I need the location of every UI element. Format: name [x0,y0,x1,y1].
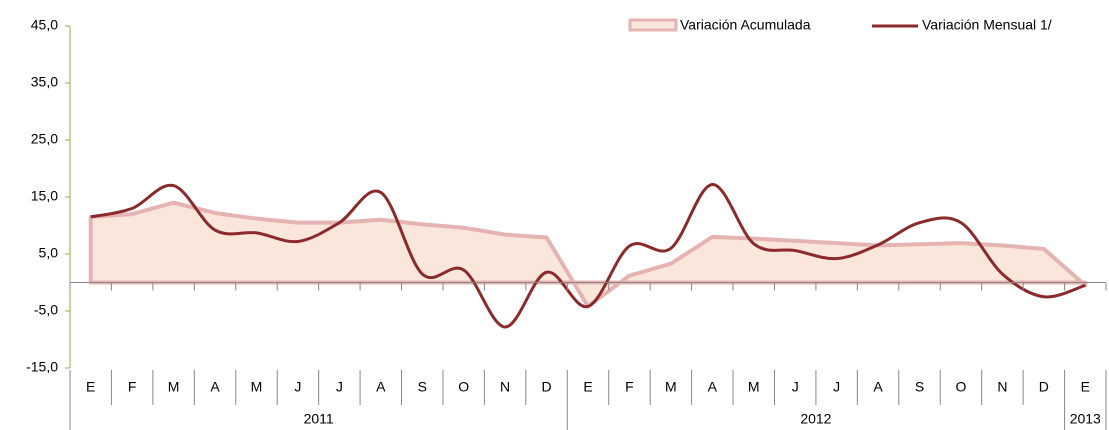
y-tick-label: 5,0 [39,245,59,261]
legend-swatch [628,18,678,32]
x-tick-label: O [458,379,469,395]
x-tick-label: M [748,379,760,395]
x-tick-label: A [708,379,718,395]
x-tick-label: A [210,379,220,395]
x-tick-label: F [625,379,634,395]
y-tick-label: 35,0 [31,74,58,90]
y-tick-label: 15,0 [31,188,58,204]
x-tick-label: J [792,379,799,395]
x-tick-label: E [583,379,592,395]
y-tick-label: -15,0 [26,359,58,375]
x-tick-label: F [128,379,137,395]
x-tick-label: J [336,379,343,395]
y-tick-label: 25,0 [31,131,58,147]
x-tick-label: M [665,379,677,395]
legend-label: Variación Mensual 1/ [922,17,1052,33]
x-tick-label: N [997,379,1007,395]
x-tick-label: A [376,379,386,395]
year-label: 2012 [800,411,831,427]
year-label: 2013 [1070,411,1101,427]
y-tick-label: 45,0 [31,17,58,33]
x-tick-label: O [956,379,967,395]
x-tick-label: D [541,379,551,395]
x-tick-label: M [168,379,180,395]
line [90,182,1086,329]
year-label: 2011 [304,411,334,427]
x-tick-label: E [1081,379,1090,395]
x-tick-label: E [86,379,95,395]
x-tick-label: D [1039,379,1049,395]
x-tick-label: S [915,379,924,395]
x-tick-label: J [294,379,301,395]
x-tick-label: S [418,379,427,395]
x-tick-label: M [251,379,263,395]
x-tick-label: A [873,379,883,395]
x-tick-label: J [833,379,840,395]
legend-label: Variación Acumulada [680,17,811,33]
y-tick-label: -5,0 [34,302,58,318]
x-tick-label: N [500,379,510,395]
